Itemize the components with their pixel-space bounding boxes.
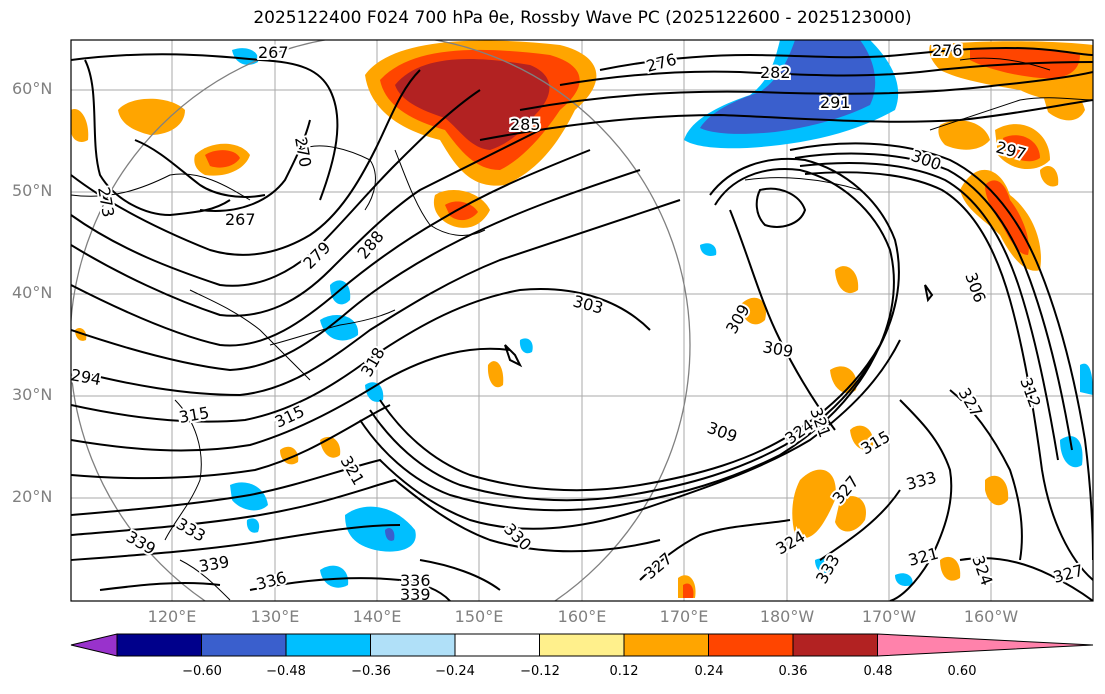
lat-tick-label: 20°N (12, 487, 53, 506)
colorbar-tick-label: −0.60 (182, 664, 222, 679)
contour-label: 267 (258, 43, 289, 62)
lat-tick-label: 50°N (12, 181, 53, 200)
colorbar-bin (792, 633, 878, 657)
map-border (70, 39, 1094, 602)
lat-tick-label: 60°N (12, 79, 53, 98)
colorbar-tick-label: 0.60 (947, 664, 977, 679)
colorbar-tick-label: −0.12 (520, 664, 560, 679)
lon-tick-label: 150°E (454, 607, 504, 626)
contour-label: 282 (760, 63, 791, 82)
colorbar-bin (454, 633, 540, 657)
colorbar-tick-label: 0.48 (863, 664, 893, 679)
contour-label: 336 (400, 571, 431, 590)
colorbar-tick-label: −0.24 (435, 664, 475, 679)
theta-e-contours (71, 46, 1093, 601)
colorbar-tick-label: −0.36 (351, 664, 391, 679)
map-title: 2025122400 F024 700 hPa θe, Rossby Wave … (253, 8, 912, 28)
colorbar-bin (116, 633, 202, 657)
lon-tick-label: 170°E (659, 607, 709, 626)
lon-tick-label: 170°W (861, 607, 917, 626)
colorbar-extend-low (70, 633, 118, 657)
colorbar-bin (370, 633, 456, 657)
contour-label: 276 (932, 41, 963, 60)
colorbar-bin (708, 633, 794, 657)
lon-tick-label: 130°E (250, 607, 300, 626)
colorbar-tick-label: −0.48 (266, 664, 306, 679)
lon-tick-label: 160°W (963, 607, 1019, 626)
lon-tick-label: 160°E (557, 607, 607, 626)
contour-label: 339 (400, 585, 431, 604)
lat-tick-label: 40°N (12, 283, 53, 302)
colorbar-extend-high (877, 633, 1094, 657)
colorbar-bin (201, 633, 287, 657)
colorbar-bin (623, 633, 709, 657)
great-circle (71, 40, 691, 601)
colorbar-bin (285, 633, 371, 657)
colorbar-tick-label: 0.12 (609, 664, 639, 679)
lon-tick-label: 180°W (759, 607, 815, 626)
colorbar-tick-label: 0.24 (694, 664, 724, 679)
contour-label: 291 (820, 93, 851, 112)
colorbar-bin (539, 633, 625, 657)
contour-label: 267 (225, 210, 256, 229)
lon-tick-label: 140°E (352, 607, 402, 626)
colorbar-tick-label: 0.36 (778, 664, 808, 679)
colorbar (70, 633, 1094, 657)
lon-tick-label: 120°E (147, 607, 197, 626)
lat-tick-label: 30°N (12, 385, 53, 404)
contour-label: 285 (510, 115, 541, 134)
